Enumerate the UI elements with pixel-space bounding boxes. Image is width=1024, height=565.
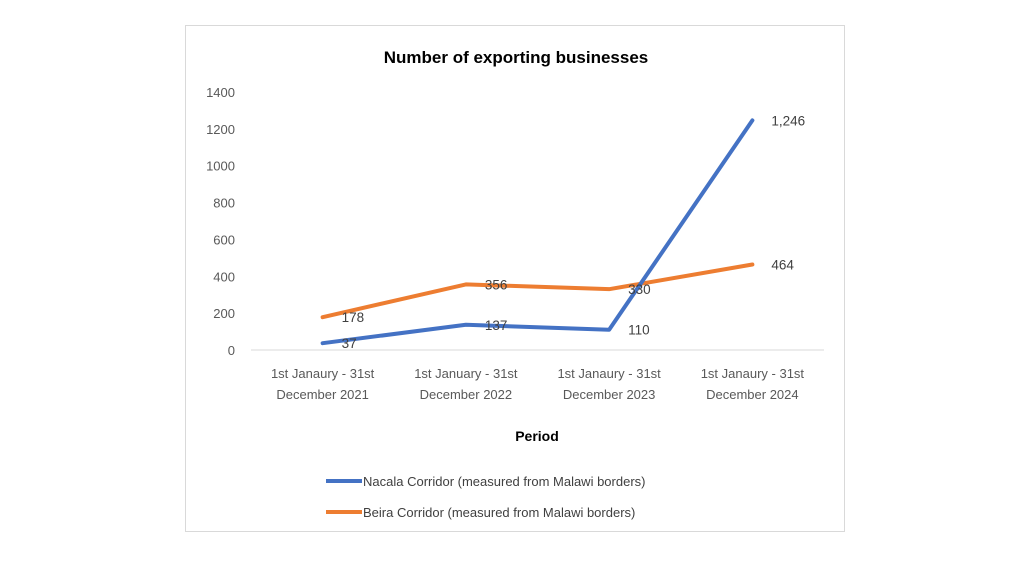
- y-tick-label: 400: [213, 269, 235, 284]
- x-tick-label: 1st Janaury - 31st December 2023: [557, 366, 661, 402]
- data-label: 110: [628, 323, 650, 338]
- data-label: 137: [485, 318, 508, 333]
- y-tick-label: 800: [213, 196, 235, 211]
- x-tick-label: 1st Janaury - 31st December 2024: [701, 366, 805, 402]
- data-label: 330: [628, 282, 651, 297]
- x-tick-label-line: 1st Janaury - 31st: [271, 366, 375, 381]
- y-tick-label: 1200: [206, 122, 235, 137]
- y-tick-label: 0: [228, 343, 235, 358]
- y-tick-label: 1400: [206, 85, 235, 100]
- y-tick-label: 1000: [206, 159, 235, 174]
- x-tick-label-line: December 2024: [706, 387, 799, 402]
- data-label: 1,246: [771, 113, 805, 128]
- legend: Nacala Corridor (measured from Malawi bo…: [326, 474, 645, 520]
- x-tick-label-line: December 2021: [276, 387, 369, 402]
- chart-frame: Number of exporting businesses 0 200 400 60…: [185, 25, 845, 532]
- legend-label: Nacala Corridor (measured from Malawi bo…: [363, 474, 645, 489]
- x-tick-label-line: December 2022: [420, 387, 513, 402]
- data-label: 464: [771, 257, 794, 272]
- series-line-nacala: [320, 118, 755, 346]
- data-labels: 37 137 110 1,246 178 356 330 464: [342, 113, 806, 351]
- x-axis: 1st Janaury - 31st December 2021 1st Janua…: [271, 366, 804, 402]
- x-tick-label-line: 1st January - 31st: [414, 366, 518, 381]
- line-chart: Number of exporting businesses 0 200 400 60…: [206, 48, 824, 520]
- chart-title: Number of exporting businesses: [384, 48, 649, 67]
- x-tick-label: 1st Janaury - 31st December 2021: [271, 366, 375, 402]
- legend-label: Beira Corridor (measured from Malawi bor…: [363, 505, 635, 520]
- data-label: 178: [342, 310, 365, 325]
- data-label: 37: [342, 336, 357, 351]
- data-label: 356: [485, 277, 508, 292]
- series-group: [320, 118, 755, 346]
- x-tick-label: 1st January - 31st December 2022: [414, 366, 518, 402]
- x-axis-title: Period: [515, 428, 559, 444]
- y-tick-label: 200: [213, 306, 235, 321]
- x-tick-label-line: December 2023: [563, 387, 656, 402]
- x-tick-label-line: 1st Janaury - 31st: [557, 366, 661, 381]
- y-axis: 0 200 400 600 800 1000 1200 1400: [206, 85, 235, 358]
- y-tick-label: 600: [213, 232, 235, 247]
- series-line-beira: [320, 262, 755, 320]
- x-tick-label-line: 1st Janaury - 31st: [701, 366, 805, 381]
